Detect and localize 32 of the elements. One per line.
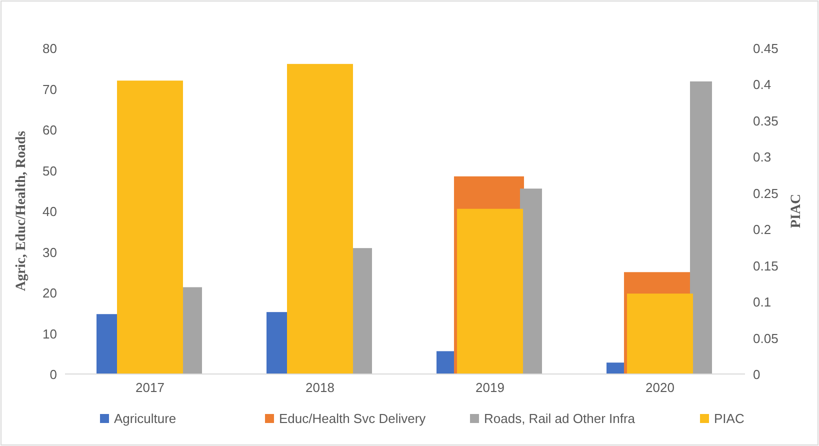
y-tick-label: 10 (42, 326, 57, 342)
y2-tick-label: 0 (753, 367, 760, 382)
y2-tick-label: 0.45 (753, 41, 778, 56)
y-tick-label: 70 (42, 82, 57, 97)
y2-tick-label: 0.4 (753, 77, 772, 92)
y-tick-label: 80 (42, 41, 57, 56)
legend-label: Roads, Rail ad Other Infra (484, 411, 636, 426)
x-tick-label: 2020 (646, 380, 674, 395)
y2-tick-label: 0.25 (753, 186, 778, 201)
y-tick-label: 60 (42, 122, 57, 138)
y-tick-label: 50 (42, 163, 57, 178)
legend-label: PIAC (714, 411, 744, 426)
x-tick-label: 2019 (476, 380, 504, 395)
y-tick-label: 40 (42, 204, 57, 219)
y-axis-title: Agric, Educ/Health, Roads (14, 130, 29, 292)
bar (287, 64, 353, 374)
y2-axis-title: PIAC (789, 194, 804, 228)
y2-tick-label: 0.15 (753, 258, 778, 274)
y-tick-label: 20 (42, 286, 57, 300)
y2-tick-label: 0.2 (753, 222, 772, 238)
y-tick-label: 30 (42, 244, 57, 260)
y2-tick-label: 0.1 (753, 294, 772, 310)
y2-tick-label: 0.05 (753, 330, 778, 346)
y2-tick-label: 0.35 (753, 113, 778, 128)
bar (117, 80, 183, 374)
legend-label: Agriculture (114, 411, 176, 426)
legend-label: Educ/Health Svc Delivery (279, 411, 426, 426)
x-tick-label: 2018 (306, 380, 334, 395)
bar (690, 81, 712, 374)
y2-tick-label: 0.3 (753, 150, 772, 165)
y-tick-label: 0 (50, 367, 57, 382)
x-tick-label: 2017 (136, 380, 164, 395)
